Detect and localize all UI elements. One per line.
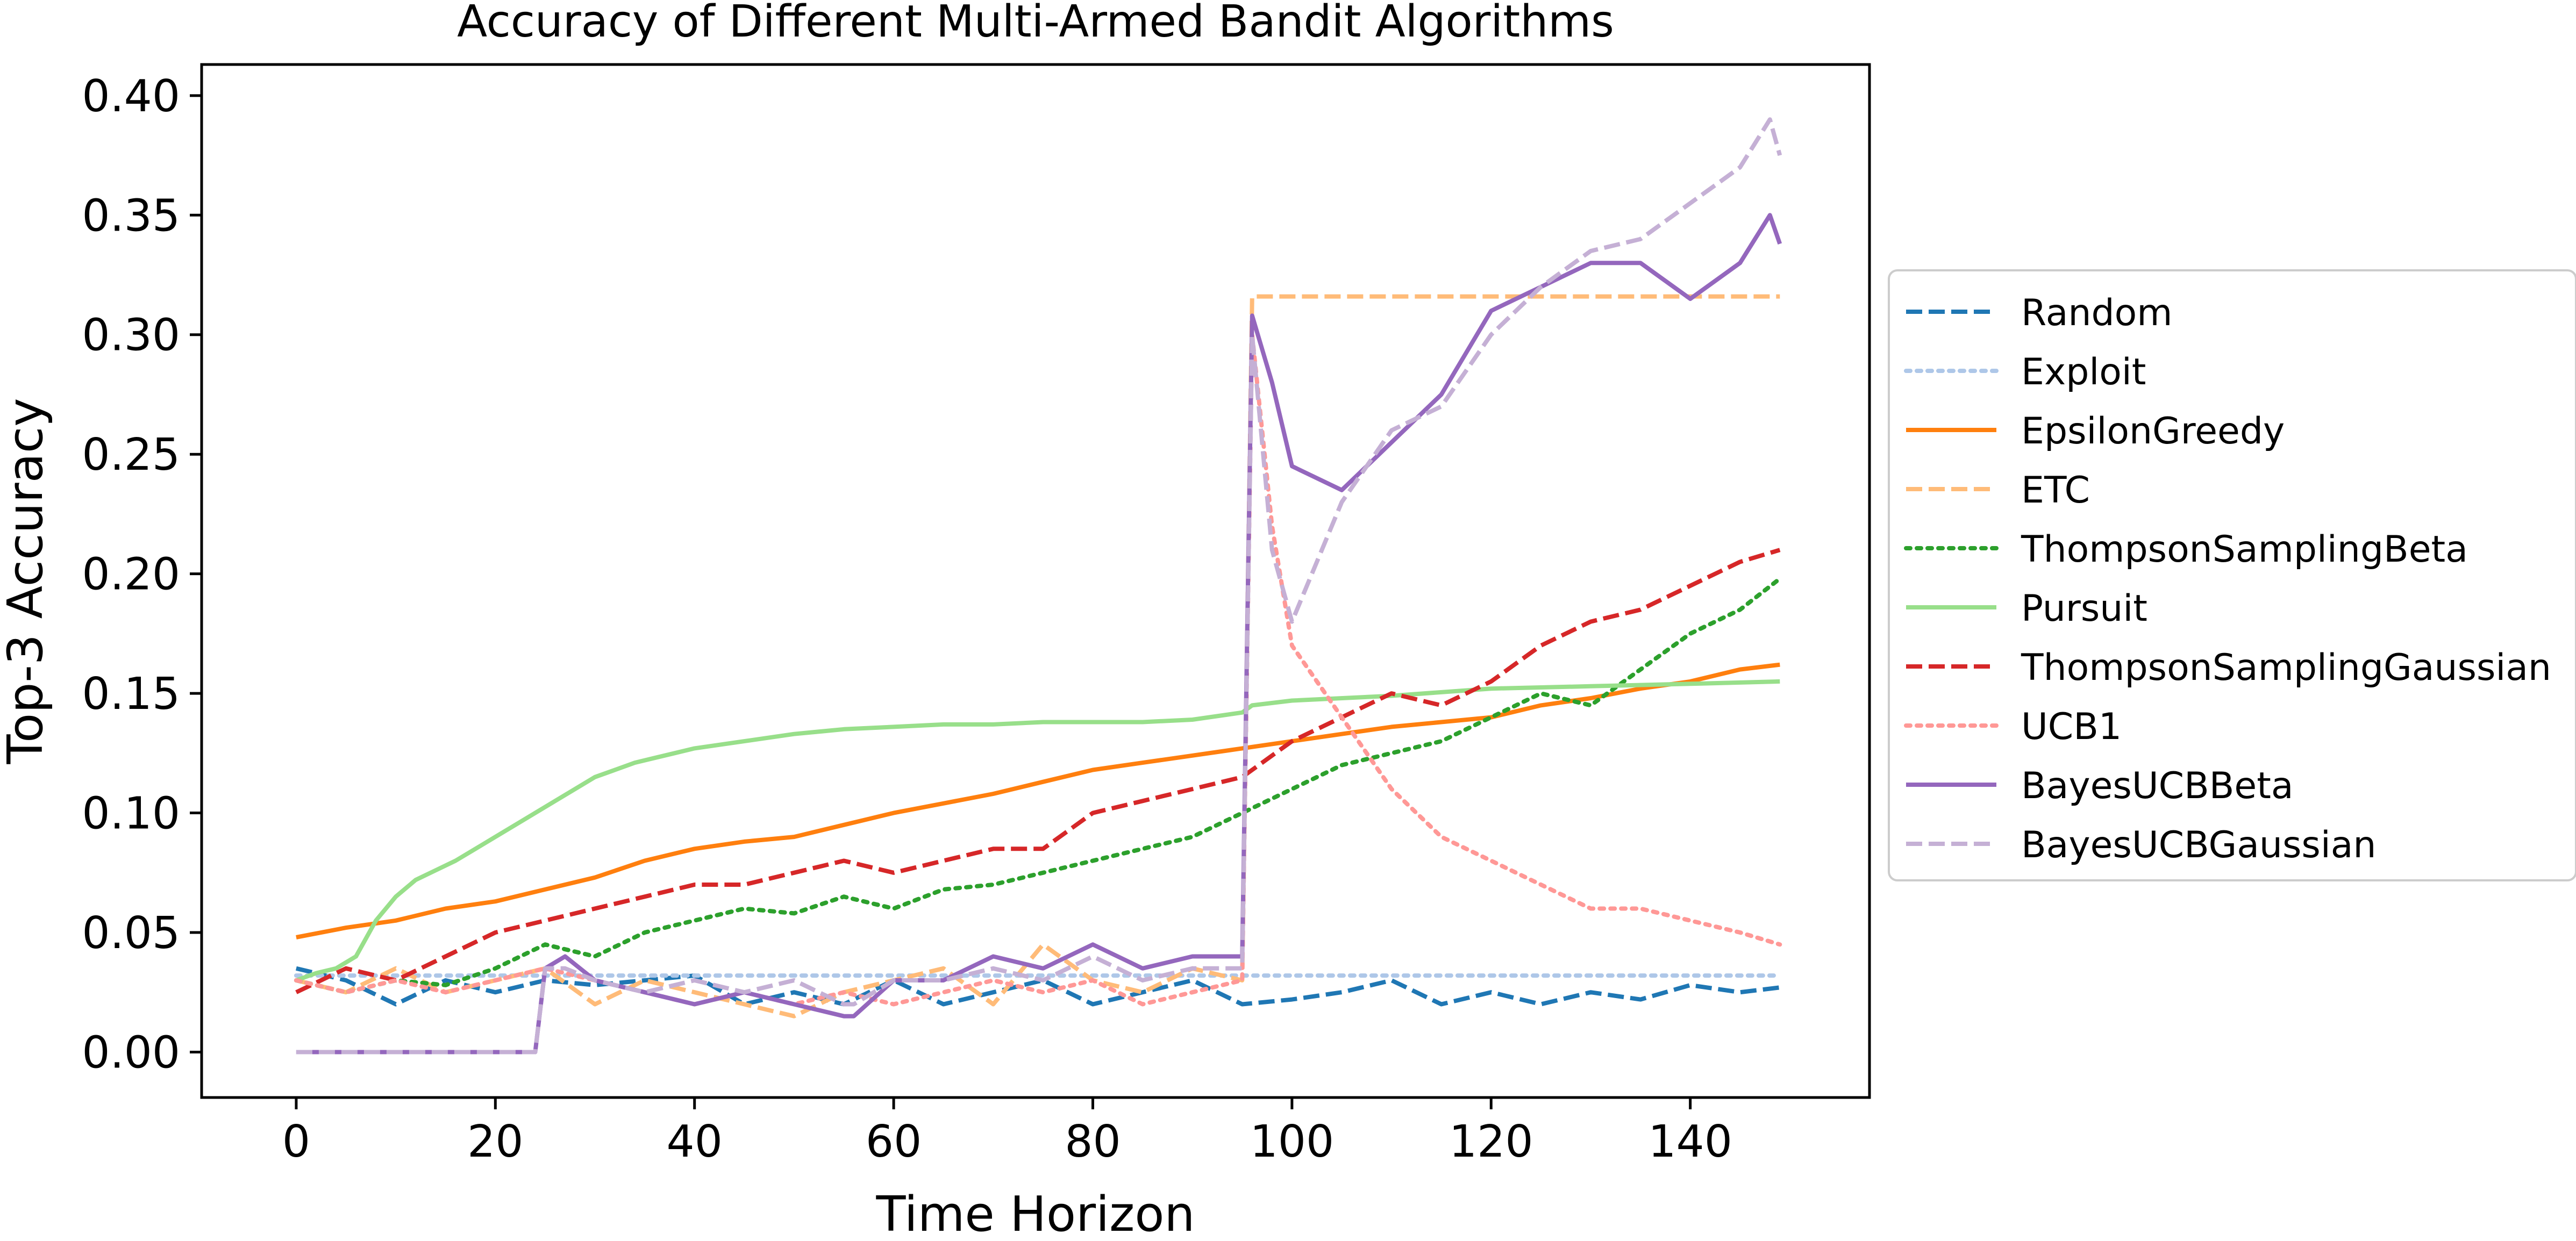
series-line-pursuit (296, 682, 1780, 980)
legend-label: BayesUCBGaussian (2021, 824, 2377, 866)
plot-frame (202, 64, 1869, 1097)
x-tick-label: 40 (667, 1116, 723, 1167)
legend-label: EpsilonGreedy (2021, 410, 2285, 453)
legend-label: BayesUCBBeta (2021, 765, 2294, 807)
x-tick-label: 20 (467, 1116, 523, 1167)
y-tick-label: 0.30 (82, 310, 180, 361)
legend-label: Exploit (2021, 351, 2146, 393)
y-tick-label: 0.05 (82, 908, 180, 959)
series-line-thompsonsamplinggaussian (296, 550, 1780, 992)
legend-label: ThompsonSamplingBeta (2021, 528, 2468, 571)
series-line-thompsonsamplingbeta (296, 579, 1780, 993)
legend-label: Pursuit (2021, 587, 2147, 630)
x-axis: 0 20 40 60 80 100 120 140 (282, 1097, 1732, 1167)
series-line-etc (296, 297, 1780, 1016)
legend-label: Random (2021, 292, 2173, 334)
x-tick-label: 140 (1648, 1116, 1732, 1167)
y-tick-label: 0.20 (82, 549, 180, 600)
y-tick-label: 0.15 (82, 669, 180, 720)
x-tick-label: 80 (1065, 1116, 1121, 1167)
legend: Random Exploit EpsilonGreedy ETC ThompsonSam… (1889, 270, 2576, 880)
series-line-bayesucbgaussian (296, 119, 1780, 1052)
series-layer (296, 119, 1780, 1052)
x-tick-label: 120 (1449, 1116, 1533, 1167)
y-tick-label: 0.10 (82, 788, 180, 840)
series-line-ucb1 (296, 335, 1780, 1005)
y-tick-label: 0.00 (82, 1027, 180, 1078)
y-tick-label: 0.25 (82, 429, 180, 480)
x-tick-label: 0 (282, 1116, 310, 1167)
x-tick-label: 60 (866, 1116, 922, 1167)
legend-label: ThompsonSamplingGaussian (2021, 647, 2551, 689)
y-axis: 0.00 0.05 0.10 0.15 0.20 0.25 0.30 0.35 0.40 (82, 71, 202, 1079)
y-tick-label: 0.40 (82, 71, 180, 122)
plot-area (202, 64, 1869, 1097)
x-axis-label: Time Horizon (876, 1186, 1195, 1241)
x-tick-label: 100 (1250, 1116, 1335, 1167)
series-line-epsilongreedy (296, 665, 1780, 937)
y-tick-label: 0.35 (82, 190, 180, 241)
chart-title: Accuracy of Different Multi-Armed Bandit… (457, 0, 1614, 47)
y-axis-label: Top-3 Accuracy (0, 398, 54, 764)
legend-label: ETC (2021, 469, 2090, 512)
legend-label: UCB1 (2021, 706, 2122, 748)
